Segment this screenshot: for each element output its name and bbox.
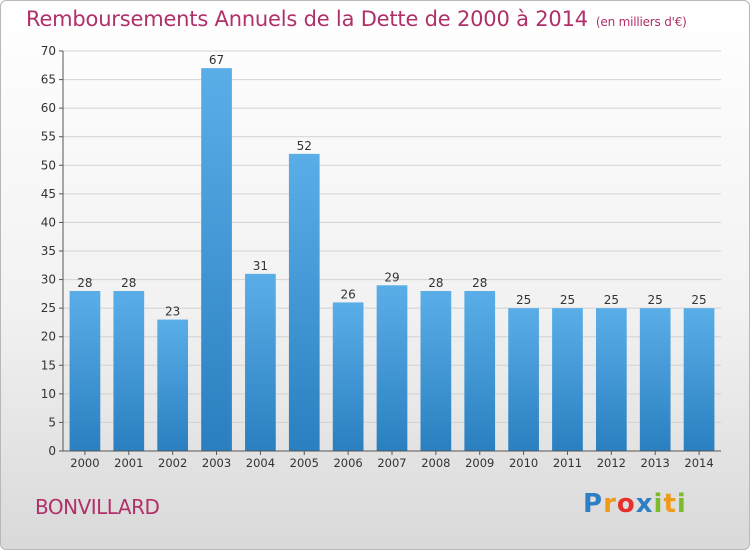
bar-2000[interactable] [69,291,101,451]
x-tick-label: 2005 [290,456,319,470]
x-tick-label: 2014 [684,456,713,470]
y-tick-label: 15 [41,358,56,372]
bar-2005[interactable] [288,153,320,451]
y-tick-label: 40 [41,215,56,229]
bars: 28 28 23 67 31 52 26 29 28 28 25 25 25 25 25 [69,53,715,452]
bar-2007[interactable] [376,285,408,451]
x-tick-label: 2002 [158,456,187,470]
data-label-2007: 29 [384,270,399,284]
y-tick-label: 30 [41,273,56,287]
commune-name: BONVILLARD [35,495,160,519]
logo-letter: t [663,489,677,519]
bar-2006[interactable] [332,302,364,451]
y-tick-label: 35 [41,244,56,258]
y-tick-label: 0 [48,444,56,458]
x-tick-label: 2009 [465,456,494,470]
bar-2011[interactable] [552,308,583,451]
y-tick-label: 25 [41,301,56,315]
logo-letter: i [653,489,664,519]
x-tick-label: 2000 [70,456,99,470]
y-tick-label: 50 [41,158,56,172]
data-label-2008: 28 [428,276,443,290]
y-tick-label: 60 [41,101,56,115]
y-tick-label: 65 [41,73,56,87]
x-axis: 2000 2001 2002 2003 2004 2005 2006 2007 2008 2009… [63,450,721,470]
y-tick-label: 55 [41,130,56,144]
data-label-2003: 67 [209,53,224,67]
logo-letter: x [635,489,654,519]
data-label-2004: 31 [253,259,268,273]
bar-2009[interactable] [464,291,496,451]
x-tick-label: 2010 [509,456,538,470]
bar-2001[interactable] [113,291,145,451]
y-tick-label: 45 [41,187,56,201]
data-label-2009: 28 [472,276,487,290]
title-text: Remboursements Annuels de la Dette de 20… [26,7,588,31]
logo-letter: i [676,489,687,519]
y-tick-label: 10 [41,387,56,401]
data-label-2014: 25 [691,293,706,307]
data-label-2013: 25 [648,293,663,307]
bar-2012[interactable] [595,308,627,451]
data-label-2005: 52 [297,139,312,153]
x-tick-label: 2012 [597,456,626,470]
x-tick-label: 2013 [641,456,670,470]
logo-letter: o [616,489,636,519]
bar-2014[interactable] [683,308,715,451]
unit-label: (en milliers d'€) [595,15,687,29]
data-label-2000: 28 [77,276,92,290]
data-label-2012: 25 [604,293,619,307]
data-label-2001: 28 [121,276,136,290]
x-tick-label: 2007 [377,456,406,470]
data-label-2006: 26 [340,287,355,301]
bar-2013[interactable] [639,308,671,451]
logo-letter: r [603,489,617,519]
bar-2008[interactable] [420,291,452,451]
x-tick-label: 2003 [202,456,231,470]
bar-2004[interactable] [245,273,276,451]
y-axis: 0 5 10 15 20 25 30 35 40 45 50 55 60 65 70 [41,44,64,458]
bar-2003[interactable] [201,68,232,452]
y-tick-label: 70 [41,44,56,58]
bar-2002[interactable] [157,319,189,451]
data-label-2002: 23 [165,305,180,319]
chart-title: Remboursements Annuels de la Dette de 20… [26,7,687,31]
x-tick-label: 2004 [246,456,275,470]
x-tick-label: 2006 [333,456,362,470]
x-tick-label: 2011 [553,456,582,470]
y-tick-label: 20 [41,330,56,344]
data-label-2011: 25 [560,293,575,307]
proxiti-logo[interactable]: Proxiti [583,489,687,519]
y-tick-label: 5 [48,415,56,429]
x-tick-label: 2001 [114,456,143,470]
bar-2010[interactable] [508,308,539,451]
data-label-2010: 25 [516,293,531,307]
logo-letter: P [583,489,604,519]
x-tick-label: 2008 [421,456,450,470]
